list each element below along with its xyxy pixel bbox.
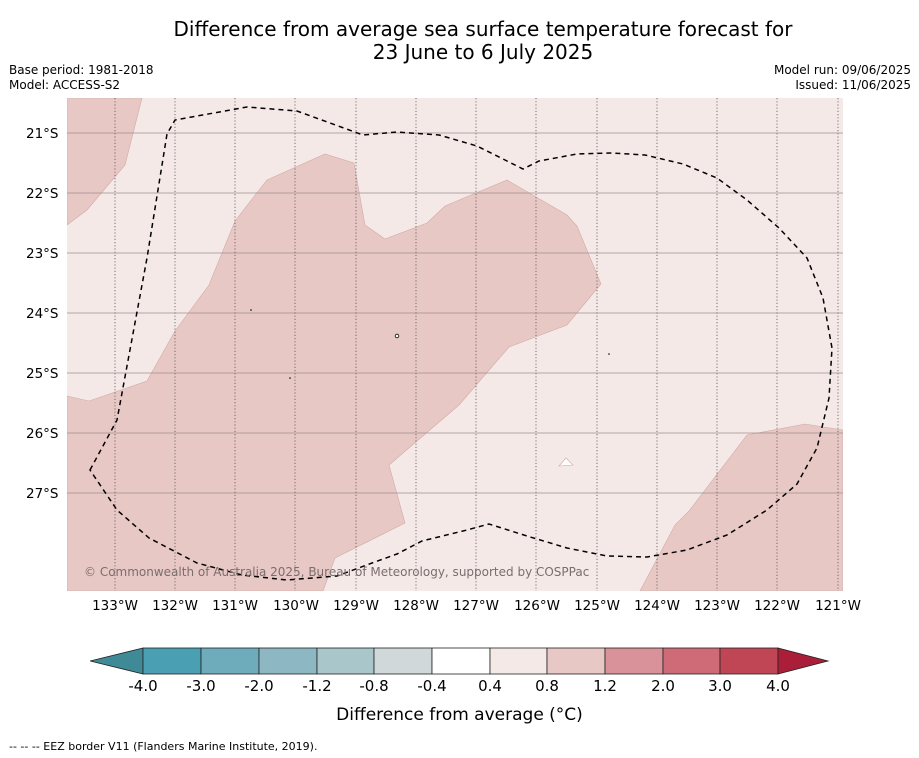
colorbar-segment	[258, 647, 318, 675]
latitude-label: 22°S	[26, 186, 59, 202]
page-title: Difference from average sea surface temp…	[0, 18, 919, 64]
longitude-label: 125°W	[574, 598, 620, 614]
longitude-label: 121°W	[815, 598, 861, 614]
base-period-text: Base period: 1981-2018	[9, 63, 154, 77]
colorbar-tick-label: 2.0	[651, 677, 675, 695]
longitude-label: 127°W	[453, 598, 499, 614]
island-dot	[608, 353, 610, 355]
colorbar-segment	[200, 647, 260, 675]
island-dot	[250, 309, 252, 311]
latitude-label: 24°S	[26, 306, 59, 322]
colorbar-segment	[662, 647, 721, 675]
model-run-text: Model run: 09/06/2025	[773, 63, 911, 77]
colorbar-segment	[489, 647, 548, 675]
near-average-patch	[558, 457, 574, 467]
longitude-label: 124°W	[634, 598, 680, 614]
colorbar-tick-label: 4.0	[766, 677, 790, 695]
title-line-1: Difference from average sea surface temp…	[173, 17, 793, 41]
colorbar	[90, 647, 830, 675]
colorbar-extend-low	[90, 647, 144, 675]
colorbar-segment	[604, 647, 664, 675]
colorbar-segment	[316, 647, 375, 675]
meta-left: Base period: 1981-2018 Model: ACCESS-S2	[9, 63, 154, 93]
colorbar-tick-label: -3.0	[186, 677, 216, 695]
latitude-label: 23°S	[26, 246, 59, 262]
model-text: Model: ACCESS-S2	[9, 78, 121, 92]
colorbar-tick-label: -2.0	[244, 677, 274, 695]
colorbar-segment	[373, 647, 433, 675]
colorbar-tick-label: -1.2	[302, 677, 332, 695]
longitude-label: 126°W	[514, 598, 560, 614]
copyright-notice: © Commonwealth of Australia 2025, Bureau…	[84, 565, 590, 579]
longitude-label: 122°W	[754, 598, 800, 614]
colorbar-tick-label: -0.4	[417, 677, 447, 695]
colorbar-title: Difference from average (°C)	[336, 705, 583, 725]
colorbar-tick-label: 0.8	[535, 677, 559, 695]
longitude-label: 123°W	[694, 598, 740, 614]
longitude-label: 129°W	[333, 598, 379, 614]
colorbar-tick-label: 0.4	[478, 677, 502, 695]
colorbar-segment	[546, 647, 606, 675]
island-dot	[289, 377, 291, 379]
longitude-label: 131°W	[212, 598, 258, 614]
colorbar-segment	[431, 647, 491, 675]
colorbar-tick-label: 3.0	[708, 677, 732, 695]
island-dot	[394, 333, 400, 339]
colorbar-extend-high	[777, 647, 830, 675]
latitude-label: 27°S	[26, 486, 59, 502]
longitude-label: 133°W	[92, 598, 138, 614]
colorbar-segment	[142, 647, 202, 675]
longitude-label: 128°W	[393, 598, 439, 614]
latitude-label: 26°S	[26, 426, 59, 442]
latitude-label: 25°S	[26, 366, 59, 382]
longitude-gridlines	[114, 98, 839, 591]
latitude-label: 21°S	[26, 126, 59, 142]
sst-map	[67, 98, 843, 591]
latitude-gridlines	[67, 132, 843, 494]
colorbar-tick-label: -4.0	[128, 677, 158, 695]
longitude-label: 132°W	[152, 598, 198, 614]
colorbar-tick-label: 1.2	[593, 677, 617, 695]
meta-right: Model run: 09/06/2025 Issued: 11/06/2025	[774, 63, 911, 93]
eez-footnote: -- -- -- EEZ border V11 (Flanders Marine…	[9, 740, 318, 753]
colorbar-tick-label: -0.8	[359, 677, 389, 695]
longitude-label: 130°W	[273, 598, 319, 614]
title-line-2: 23 June to 6 July 2025	[372, 40, 594, 64]
issued-text: Issued: 11/06/2025	[795, 78, 911, 92]
colorbar-segment	[719, 647, 779, 675]
